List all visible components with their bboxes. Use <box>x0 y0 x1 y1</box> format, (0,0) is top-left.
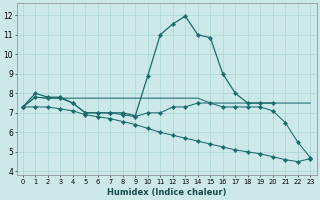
X-axis label: Humidex (Indice chaleur): Humidex (Indice chaleur) <box>107 188 226 197</box>
